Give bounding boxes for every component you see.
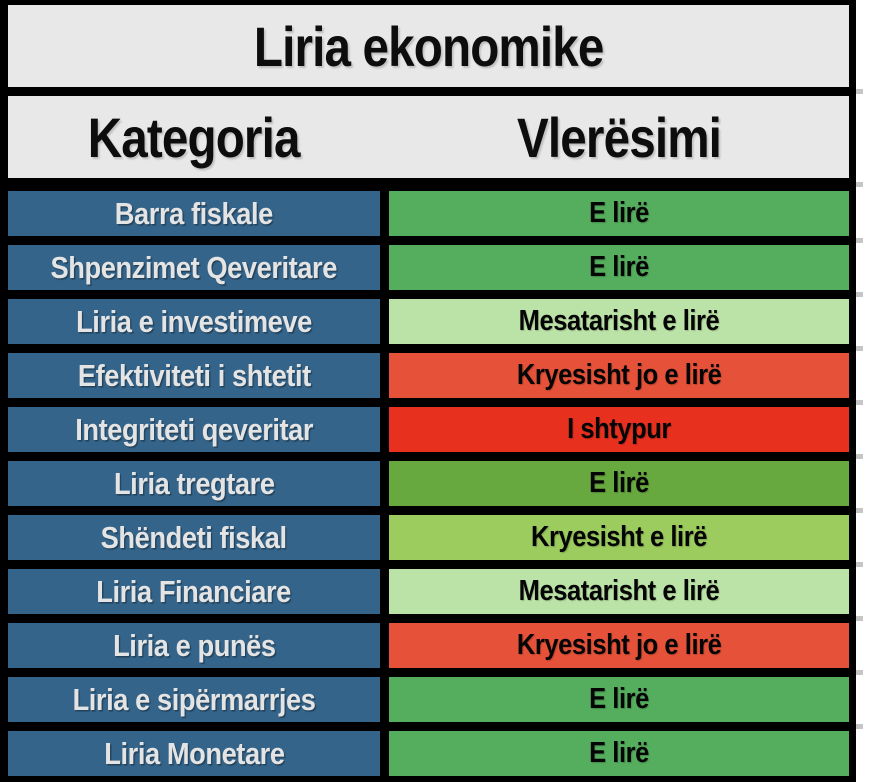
gridline-tick	[856, 89, 863, 94]
table-row: Liria e investimeve Mesatarisht e lirë	[8, 299, 849, 344]
rating-label: I shtypur	[567, 413, 671, 445]
rating-label: Mesatarisht e lirë	[518, 575, 720, 607]
gridline-tick	[856, 508, 863, 513]
category-cell: Barra fiskale	[8, 191, 380, 236]
column-header-category: Kategoria	[8, 96, 380, 178]
category-cell: Liria Financiare	[8, 569, 380, 614]
category-cell: Liria Monetare	[8, 731, 380, 776]
category-label: Shpenzimet Qeveritare	[50, 249, 338, 285]
table-body: Barra fiskale E lirë Shpenzimet Qeverita…	[8, 191, 849, 776]
gridline-tick	[856, 346, 863, 351]
category-cell: Shpenzimet Qeveritare	[8, 245, 380, 290]
rating-label: E lirë	[589, 467, 649, 499]
table-title-cell: Liria ekonomike	[8, 5, 849, 87]
rating-cell: I shtypur	[389, 407, 849, 452]
table-row: Barra fiskale E lirë	[8, 191, 849, 236]
rating-label: E lirë	[589, 251, 649, 283]
category-cell: Liria e investimeve	[8, 299, 380, 344]
rating-cell: E lirë	[389, 731, 849, 776]
rating-cell: E lirë	[389, 245, 849, 290]
rating-label: Kryesisht jo e lirë	[516, 629, 722, 661]
category-label: Liria tregtare	[113, 465, 275, 501]
category-label: Liria e sipërmarrjes	[72, 681, 316, 717]
rating-label: E lirë	[589, 197, 649, 229]
table-row: Shëndeti fiskal Kryesisht e lirë	[8, 515, 849, 560]
table-row: Liria Monetare E lirë	[8, 731, 849, 776]
category-label: Efektiviteti i shtetit	[77, 357, 311, 393]
category-cell: Liria tregtare	[8, 461, 380, 506]
table-title-row: Liria ekonomike	[8, 5, 849, 87]
table-title: Liria ekonomike	[253, 14, 605, 78]
table-row: Liria e sipërmarrjes E lirë	[8, 677, 849, 722]
rating-cell: E lirë	[389, 461, 849, 506]
gridline-tick	[856, 182, 863, 187]
gridline-tick	[856, 400, 863, 405]
column-header-rating: Vlerësimi	[389, 96, 849, 178]
table-row: Efektiviteti i shtetit Kryesisht jo e li…	[8, 353, 849, 398]
table-row: Shpenzimet Qeveritare E lirë	[8, 245, 849, 290]
rating-label: E lirë	[589, 683, 649, 715]
rating-cell: Mesatarisht e lirë	[389, 569, 849, 614]
rating-cell: Kryesisht jo e lirë	[389, 353, 849, 398]
category-cell: Shëndeti fiskal	[8, 515, 380, 560]
gridline-tick	[856, 670, 863, 675]
gridline-strip	[856, 0, 874, 782]
category-label: Shëndeti fiskal	[101, 519, 287, 555]
gridline-tick	[856, 616, 863, 621]
category-cell: Liria e sipërmarrjes	[8, 677, 380, 722]
rating-cell: Kryesisht e lirë	[389, 515, 849, 560]
table-row: Liria tregtare E lirë	[8, 461, 849, 506]
column-header-category-label: Kategoria	[88, 105, 301, 169]
table-row: Liria Financiare Mesatarisht e lirë	[8, 569, 849, 614]
column-header-rating-label: Vlerësimi	[516, 105, 722, 169]
category-cell: Integriteti qeveritar	[8, 407, 380, 452]
category-label: Integriteti qeveritar	[75, 411, 313, 447]
rating-cell: E lirë	[389, 191, 849, 236]
gridline-tick	[856, 292, 863, 297]
gridline-tick	[856, 724, 863, 729]
category-label: Barra fiskale	[114, 195, 274, 231]
gridline-tick	[856, 238, 863, 243]
category-cell: Efektiviteti i shtetit	[8, 353, 380, 398]
category-label: Liria e punës	[112, 627, 276, 663]
category-cell: Liria e punës	[8, 623, 380, 668]
economic-freedom-table: Liria ekonomike Kategoria Vlerësimi Barr…	[0, 0, 856, 782]
rating-label: E lirë	[589, 737, 649, 769]
rating-label: Kryesisht jo e lirë	[516, 359, 722, 391]
table-row: Liria e punës Kryesisht jo e lirë	[8, 623, 849, 668]
category-label: Liria e investimeve	[76, 303, 312, 339]
category-label: Liria Monetare	[103, 735, 285, 771]
table-row: Integriteti qeveritar I shtypur	[8, 407, 849, 452]
rating-cell: Mesatarisht e lirë	[389, 299, 849, 344]
rating-label: Mesatarisht e lirë	[518, 305, 720, 337]
category-label: Liria Financiare	[96, 573, 292, 609]
rating-cell: Kryesisht jo e lirë	[389, 623, 849, 668]
rating-cell: E lirë	[389, 677, 849, 722]
rating-label: Kryesisht e lirë	[531, 521, 707, 553]
column-header-row: Kategoria Vlerësimi	[8, 96, 849, 178]
gridline-tick	[856, 454, 863, 459]
gridline-tick	[856, 562, 863, 567]
